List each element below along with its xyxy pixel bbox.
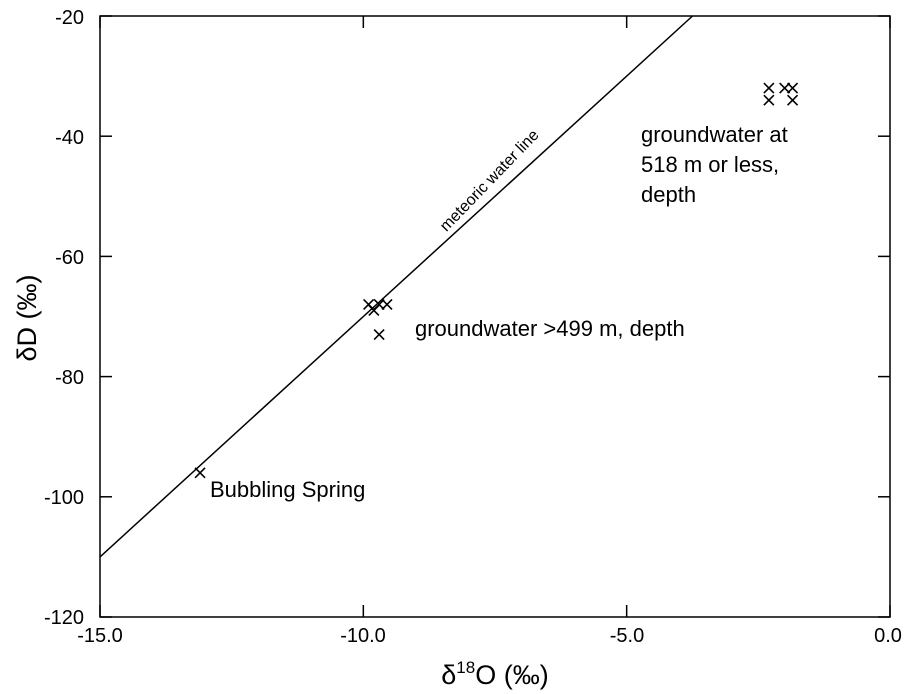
y-tick-labels: -120 -100 -80 -60 -40 -20 [44,7,84,629]
x-axis-title-suffix: O (‰) [475,660,549,690]
x-tick-label: -5.0 [610,625,644,647]
x-tick-label: -10.0 [340,625,386,647]
x-tick-label: 0.0 [874,625,902,647]
annotation-bubbling-spring: Bubbling Spring [210,477,365,502]
annotation-shallow-groundwater-line1: groundwater at [641,122,788,147]
data-point-stroke [363,298,375,311]
data-point-marker [194,467,206,479]
data-point-stroke [787,94,799,106]
meteoric-water-line-group [99,15,694,558]
data-point-marker [763,82,775,94]
data-points [194,82,799,479]
data-point-stroke [763,94,775,106]
y-tick-label: -40 [55,127,84,149]
data-point-marker [787,82,799,94]
annotation-shallow-groundwater-line2: 518 m or less, [641,152,779,177]
data-point-marker [779,82,791,94]
data-point-marker [381,298,393,311]
y-tick-label: -20 [55,7,84,29]
meteoric-water-line-label: meteoric water line [437,127,543,235]
plot-area [99,15,891,618]
data-point-stroke [194,467,206,479]
x-tick-labels: -15.0 -10.0 -5.0 0.0 [77,625,902,647]
data-point-stroke [787,82,799,94]
y-axis-title: δD (‰) [12,274,42,361]
data-point-marker [373,328,385,341]
x-tick-label: -15.0 [77,625,123,647]
annotation-shallow-groundwater-line3: depth [641,182,696,207]
data-point-marker [373,298,385,311]
x-axis-title-superscript: 18 [456,658,475,677]
data-point-stroke [763,82,775,94]
data-point-stroke [381,298,393,311]
x-axis-title-prefix: δ [441,660,456,690]
axis-ticks [99,15,891,618]
data-point-marker [787,94,799,106]
data-point-stroke [779,82,791,94]
data-point-stroke [373,328,385,341]
y-tick-label: -120 [44,607,84,629]
y-tick-label: -80 [55,367,84,389]
x-axis-title: δ18O (‰) [441,658,548,690]
y-tick-label: -60 [55,247,84,269]
data-point-stroke [373,298,385,311]
annotation-deep-groundwater: groundwater >499 m, depth [415,316,685,341]
data-point-marker [763,94,775,106]
meteoric-water-line [99,15,694,558]
plot-frame [99,15,891,618]
y-tick-label: -100 [44,487,84,509]
